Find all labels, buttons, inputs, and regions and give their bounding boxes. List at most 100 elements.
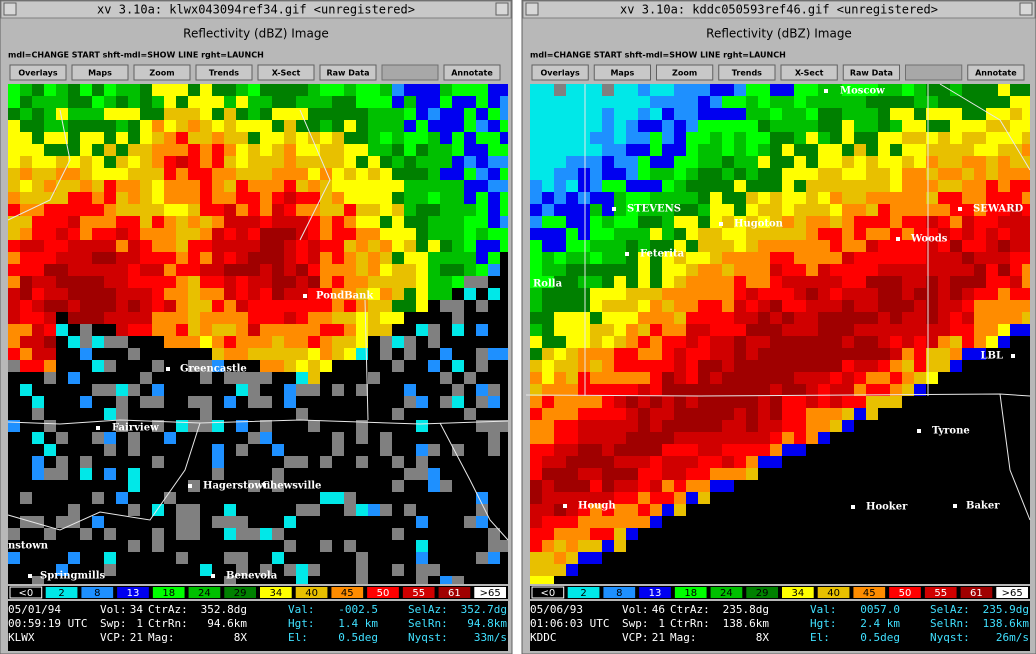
radar-cell [650,204,662,216]
radar-cell [20,168,32,180]
toolbar-button[interactable] [593,64,651,81]
radar-cell [56,96,68,108]
toolbar-button-label[interactable]: X-Sect [795,69,824,78]
radar-cell [866,204,878,216]
toolbar-button-label[interactable]: Zoom [672,69,697,78]
radar-cell [1022,300,1030,312]
radar-cell [140,96,152,108]
radar-cell [782,228,794,240]
toolbar-button[interactable] [656,64,714,81]
radar-cell [938,168,950,180]
toolbar-button-label[interactable]: Raw Data [850,69,893,78]
place-marker [917,429,921,433]
radar-cell [638,240,650,252]
toolbar-button[interactable] [319,64,377,81]
radar-cell [590,228,602,240]
close-button[interactable] [1019,2,1033,16]
radar-cell [56,192,68,204]
toolbar-button[interactable] [9,64,67,81]
toolbar-button[interactable] [967,64,1025,81]
radar-cell [8,240,20,252]
window-menu-button[interactable] [3,2,17,16]
radar-cell [464,156,476,168]
radar-cell [104,84,116,96]
radar-cell [686,180,698,192]
toolbar-button-label[interactable]: X-Sect [272,69,301,78]
toolbar-button[interactable] [531,64,589,81]
radar-cell [698,96,710,108]
toolbar-button-label[interactable]: Annotate [451,69,493,78]
radar-cell [602,516,614,528]
toolbar-button-label[interactable]: Overlays [18,69,57,78]
window-menu-button[interactable] [525,2,539,16]
radar-cell [782,216,794,228]
radar-cell [116,252,128,264]
toolbar-button[interactable] [257,64,315,81]
toolbar-button-label[interactable]: Trends [732,69,762,78]
radar-cell [128,180,140,192]
toolbar-button[interactable] [842,64,900,81]
radar-cell [296,180,308,192]
toolbar-button-label[interactable]: Zoom [149,69,174,78]
radar-cell [974,288,986,300]
radar-cell [830,360,842,372]
toolbar-button-label[interactable]: Trends [209,69,239,78]
radar-cell [356,336,368,348]
radar-cell [488,432,500,444]
radar-cell [818,204,830,216]
toolbar-button[interactable] [133,64,191,81]
color-scale-swatch [117,587,149,598]
close-button[interactable] [495,2,509,16]
radar-cell [476,420,488,432]
radar-cell [272,552,284,564]
toolbar-button[interactable] [195,64,253,81]
radar-cell [200,120,212,132]
radar-cell [92,336,104,348]
radar-cell [950,360,962,372]
radar-cell [950,288,962,300]
toolbar-button-label[interactable]: Maps [610,69,634,78]
toolbar-button-label[interactable]: Raw Data [327,69,370,78]
radar-cell [986,204,998,216]
radar-cell [404,276,416,288]
radar-cell [92,360,104,372]
toolbar-button[interactable] [443,64,501,81]
radar-cell [770,336,782,348]
radar-cell [734,432,746,444]
radar-cell [866,396,878,408]
radar-cell [452,132,464,144]
radar-cell [890,144,902,156]
radar-cell [686,384,698,396]
radar-cell [686,348,698,360]
radar-cell [674,420,686,432]
toolbar-button[interactable] [780,64,838,81]
place-label: STEVENS [627,204,681,215]
radar-cell [998,228,1010,240]
radar-cell [602,228,614,240]
radar-cell [746,252,758,264]
toolbar-button-label[interactable]: Maps [88,69,112,78]
toolbar-button[interactable] [718,64,776,81]
radar-cell [272,300,284,312]
radar-cell [806,276,818,288]
radar-cell [938,336,950,348]
radar-cell [308,288,320,300]
radar-cell [938,216,950,228]
radar-cell [308,276,320,288]
toolbar-button-label[interactable]: Annotate [975,69,1017,78]
radar-cell [380,156,392,168]
radar-cell [542,180,554,192]
radar-cell [56,240,68,252]
radar-cell [212,336,224,348]
toolbar-button[interactable] [71,64,129,81]
radar-cell [602,180,614,192]
status-field: Nyqst: [408,631,448,644]
radar-cell [416,396,428,408]
radar-cell [662,468,674,480]
radar-cell [854,312,866,324]
radar-cell [842,156,854,168]
radar-cell [566,96,578,108]
toolbar-button-label[interactable]: Overlays [540,69,579,78]
radar-cell [56,564,68,576]
radar-cell [176,228,188,240]
